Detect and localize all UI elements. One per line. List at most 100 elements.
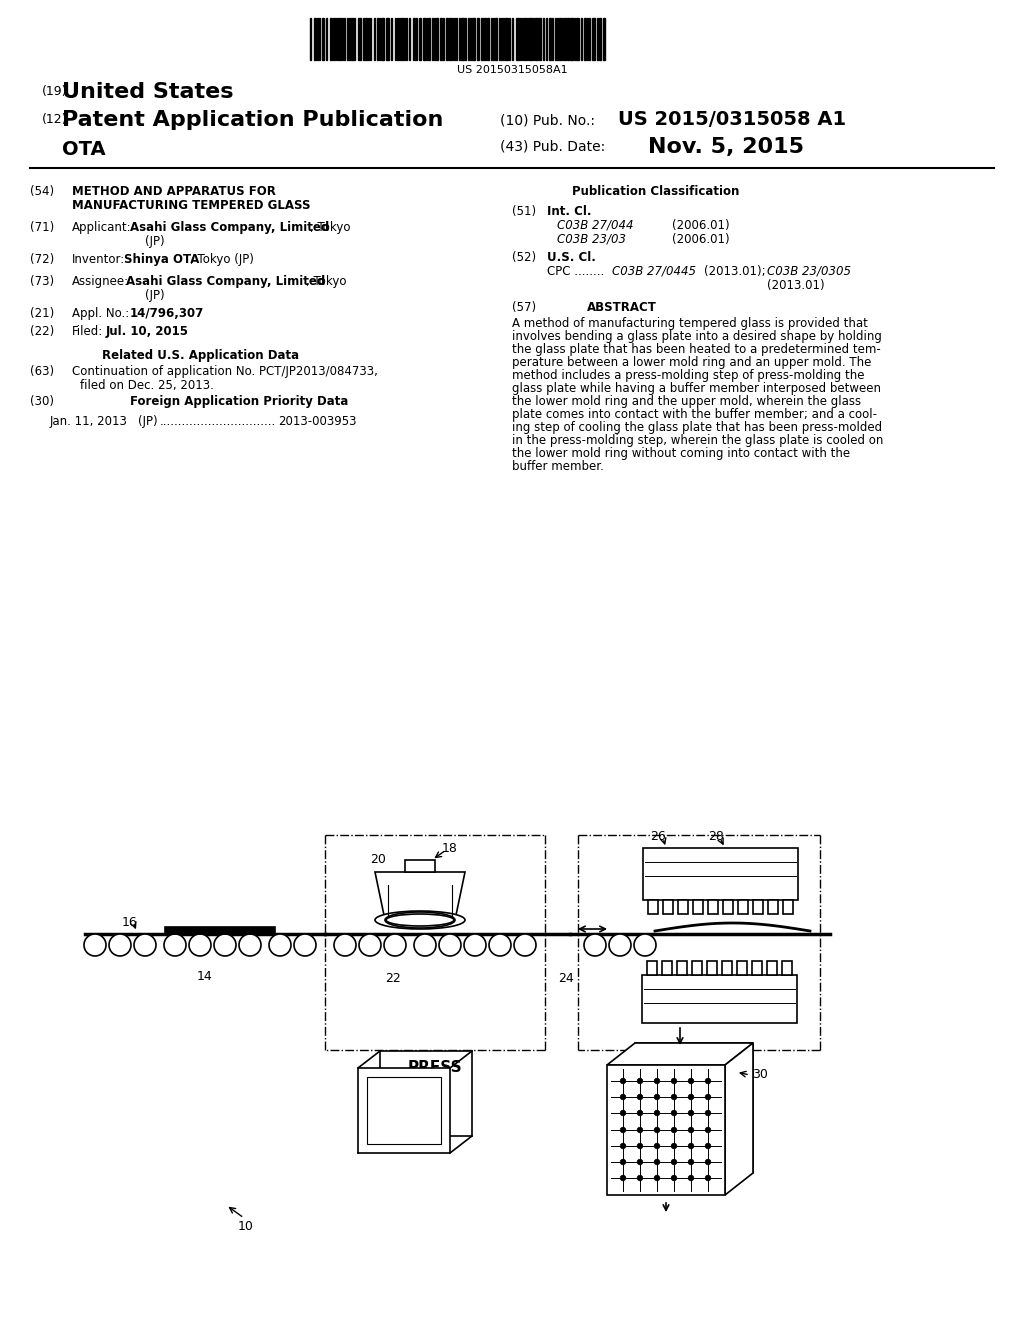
Circle shape [688, 1175, 694, 1181]
Bar [575, 18, 579, 59]
Text: Patent Application Publication: Patent Application Publication [62, 110, 443, 129]
Text: Shinya OTA: Shinya OTA [124, 253, 200, 267]
Polygon shape [375, 873, 465, 920]
Text: U.S. Cl.: U.S. Cl. [547, 251, 596, 264]
Bar [783, 900, 793, 913]
Bar [647, 961, 657, 975]
Circle shape [671, 1110, 677, 1115]
Text: Int. Cl.: Int. Cl. [547, 205, 592, 218]
Bar [599, 18, 601, 59]
Circle shape [688, 1094, 694, 1100]
Text: US 20150315058A1: US 20150315058A1 [457, 65, 567, 75]
Polygon shape [607, 1065, 725, 1195]
Text: (73): (73) [30, 275, 54, 288]
Text: Asahi Glass Company, Limited: Asahi Glass Company, Limited [126, 275, 326, 288]
Ellipse shape [385, 912, 455, 928]
Text: 14/796,307: 14/796,307 [130, 308, 204, 319]
Text: MANUFACTURING TEMPERED GLASS: MANUFACTURING TEMPERED GLASS [72, 199, 310, 213]
Circle shape [621, 1110, 626, 1115]
Bar [386, 18, 389, 59]
Circle shape [688, 1110, 694, 1115]
Bar [737, 961, 746, 975]
Text: (52): (52) [512, 251, 537, 264]
Circle shape [134, 935, 156, 956]
Text: 28: 28 [708, 830, 724, 843]
Circle shape [164, 935, 186, 956]
Circle shape [706, 1175, 711, 1181]
Text: the lower mold ring without coming into contact with the: the lower mold ring without coming into … [512, 447, 850, 459]
Text: 26: 26 [650, 830, 666, 843]
Text: C03B 27/0445: C03B 27/0445 [612, 265, 696, 279]
Bar [782, 961, 792, 975]
Text: (2006.01): (2006.01) [672, 219, 730, 232]
Bar [723, 900, 733, 913]
Bar [472, 18, 475, 59]
Text: 24: 24 [558, 972, 573, 985]
Bar [330, 18, 332, 59]
Polygon shape [607, 1043, 753, 1065]
Text: 30: 30 [752, 1068, 768, 1081]
Circle shape [514, 935, 536, 956]
Text: (JP): (JP) [145, 289, 165, 302]
Text: C03B 23/03: C03B 23/03 [557, 234, 626, 246]
Text: , Tokyo: , Tokyo [306, 275, 346, 288]
Bar [549, 18, 551, 59]
Bar [495, 18, 497, 59]
Bar [381, 18, 384, 59]
Text: C03B 23/0305: C03B 23/0305 [767, 265, 851, 279]
Circle shape [706, 1094, 711, 1100]
Text: Inventor:: Inventor: [72, 253, 125, 267]
Bar [584, 18, 586, 59]
Text: (21): (21) [30, 308, 54, 319]
Text: OTA: OTA [62, 140, 105, 158]
Bar [440, 18, 442, 59]
Polygon shape [380, 1051, 472, 1137]
Circle shape [269, 935, 291, 956]
Bar [663, 900, 673, 913]
Bar [165, 927, 275, 935]
Circle shape [621, 1094, 626, 1100]
Circle shape [214, 935, 236, 956]
Ellipse shape [375, 911, 465, 929]
Bar [567, 18, 569, 59]
Circle shape [654, 1127, 659, 1133]
Text: (54): (54) [30, 185, 54, 198]
Text: (72): (72) [30, 253, 54, 267]
Bar [524, 18, 526, 59]
Bar [693, 900, 703, 913]
Bar [505, 18, 508, 59]
Polygon shape [635, 1043, 753, 1173]
Bar [428, 18, 430, 59]
Circle shape [637, 1127, 643, 1133]
Circle shape [706, 1078, 711, 1084]
Text: the lower mold ring and the upper mold, wherein the glass: the lower mold ring and the upper mold, … [512, 395, 861, 408]
Circle shape [671, 1127, 677, 1133]
Text: 16: 16 [122, 916, 138, 929]
Text: Continuation of application No. PCT/JP2013/084733,: Continuation of application No. PCT/JP20… [72, 366, 378, 378]
Bar [339, 18, 341, 59]
Circle shape [464, 935, 486, 956]
Text: , Tokyo: , Tokyo [310, 220, 350, 234]
Bar [642, 975, 797, 1023]
Circle shape [621, 1078, 626, 1084]
Circle shape [654, 1078, 659, 1084]
Bar [648, 900, 658, 913]
Bar [516, 18, 519, 59]
Text: (2013.01);: (2013.01); [705, 265, 766, 279]
Text: (2006.01): (2006.01) [672, 234, 730, 246]
Bar [768, 900, 778, 913]
Circle shape [621, 1159, 626, 1164]
Circle shape [439, 935, 461, 956]
Bar [477, 18, 479, 59]
Bar [413, 18, 415, 59]
Text: glass plate while having a buffer member interposed between: glass plate while having a buffer member… [512, 381, 881, 395]
Circle shape [239, 935, 261, 956]
Text: 20: 20 [370, 853, 386, 866]
Text: 10: 10 [238, 1220, 254, 1233]
Text: buffer member.: buffer member. [512, 459, 604, 473]
Text: (19): (19) [42, 84, 68, 98]
Text: Publication Classification: Publication Classification [572, 185, 739, 198]
Text: (30): (30) [30, 395, 54, 408]
Bar [487, 18, 489, 59]
Text: Asahi Glass Company, Limited: Asahi Glass Company, Limited [130, 220, 330, 234]
